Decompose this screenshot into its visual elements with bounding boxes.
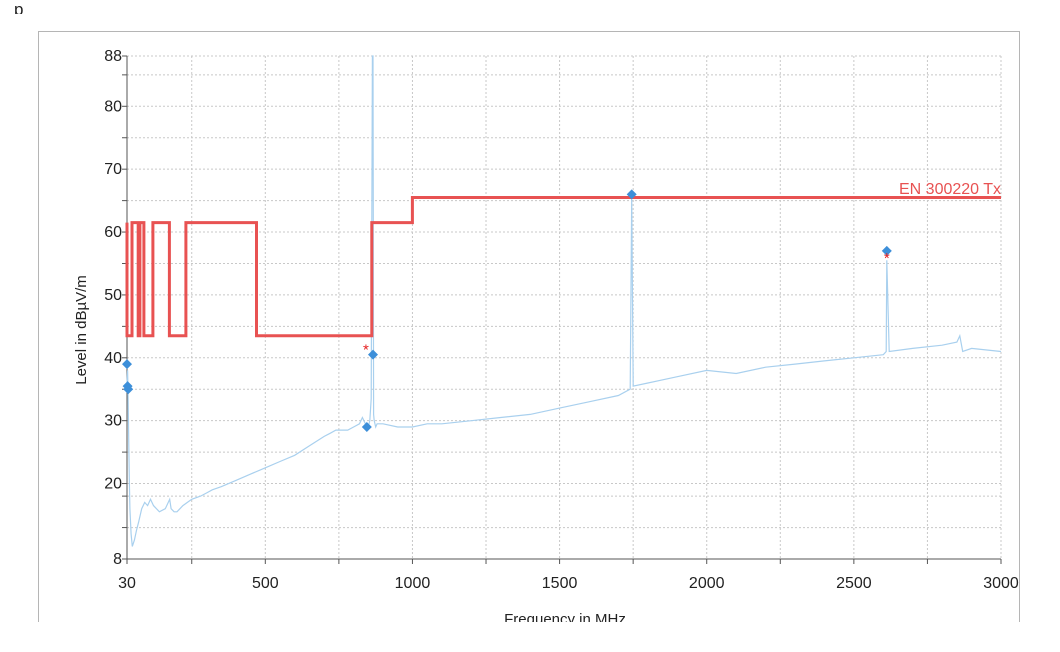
x-tick-label: 1000 (395, 575, 431, 592)
x-tick-labels: 30 500 1000 1500 2000 2500 3000 (118, 575, 1019, 592)
y-tick-label: 40 (104, 350, 122, 367)
chart-frame: 30 500 1000 1500 2000 2500 3000 8 20 30 40 50 60 70 8… (38, 31, 1020, 622)
y-tick-label: 20 (104, 476, 122, 493)
limit-series-line (125, 196, 1001, 338)
x-tick-label: 3000 (983, 575, 1019, 592)
y-axis-label: Level in dBµV/m (73, 275, 90, 385)
y-tick-labels: 8 20 30 40 50 60 70 80 88 (104, 48, 122, 568)
y-tick-label: 60 (104, 224, 122, 241)
emission-chart: 30 500 1000 1500 2000 2500 3000 82030405060708… (73, 48, 1019, 622)
limit-line-label: EN 300220 Tx (899, 181, 1001, 198)
peak-marker (368, 349, 379, 360)
x-tick-label: 2500 (836, 575, 872, 592)
x-tick-label: 1500 (542, 575, 578, 592)
y-tick-label: 88 (104, 48, 122, 65)
axes (122, 55, 1002, 564)
qp-star-marker: * (363, 341, 369, 358)
y-tick-label: 30 (104, 413, 122, 430)
qp-star-marker: * (884, 250, 890, 267)
peak-marker (626, 189, 637, 200)
y-tick-label: 50 (104, 287, 122, 304)
x-tick-label: 500 (252, 575, 279, 592)
page-title: p (14, 0, 24, 14)
y-tick-label: 8 (113, 551, 122, 568)
y-tick-label: 70 (104, 161, 122, 178)
series-layer (125, 55, 1002, 547)
peak-marker (123, 384, 134, 395)
peak-marker (881, 245, 892, 256)
x-tick-label: 2000 (689, 575, 725, 592)
y-tick-label: 80 (104, 98, 122, 115)
peak-marker (361, 421, 372, 432)
x-tick-label: 30 (118, 575, 136, 592)
grid-lines (126, 55, 1002, 560)
peak-marker (122, 359, 132, 370)
spectrum-series-line (126, 55, 1002, 547)
marker-layer: ** (122, 189, 892, 432)
x-axis-label: Frequency in MHz (504, 611, 626, 622)
